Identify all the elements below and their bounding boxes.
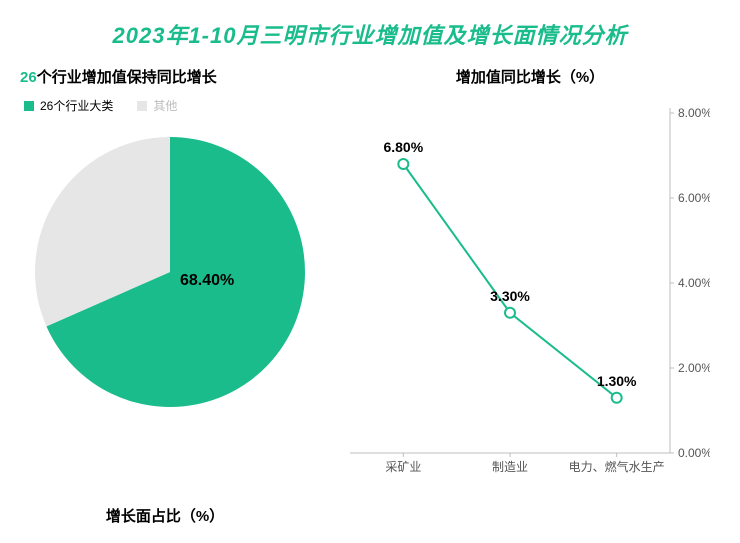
svg-text:制造业: 制造业 [492, 460, 528, 474]
svg-text:0.00%: 0.00% [678, 446, 710, 460]
pie-legend: 26个行业大类 其他 [20, 97, 340, 114]
svg-text:3.30%: 3.30% [490, 288, 530, 304]
svg-text:6.00%: 6.00% [678, 191, 710, 205]
legend-label: 26个行业大类 [40, 97, 113, 114]
pie-panel: 26个行业增加值保持同比增长 26个行业大类 其他 68.40% 增长面占比（%… [20, 66, 340, 526]
legend-item: 其他 [137, 97, 177, 114]
svg-text:采矿业: 采矿业 [385, 460, 421, 474]
pie-wrap: 68.40% [30, 132, 310, 412]
legend-swatch-1 [137, 101, 147, 111]
line-panel: 增加值同比增长（%） 0.00% 2.00% 4.00% 6.00% 8.00% 6.80… [340, 66, 720, 526]
pie-data-label: 68.40% [180, 272, 234, 290]
line-chart: 0.00% 2.00% 4.00% 6.00% 8.00% 6.80% 采矿业 3.30% 制造… [340, 93, 710, 493]
svg-text:电力、燃气水生产: 电力、燃气水生产 [569, 459, 665, 474]
pie-subtitle: 26个行业增加值保持同比增长 [20, 66, 340, 87]
pie-subtitle-number: 26 [20, 69, 37, 86]
legend-swatch-0 [24, 101, 34, 111]
line-title: 增加值同比增长（%） [340, 66, 720, 87]
svg-text:2.00%: 2.00% [678, 361, 710, 375]
pie-subtitle-text: 个行业增加值保持同比增长 [37, 69, 217, 86]
svg-text:1.30%: 1.30% [597, 373, 637, 389]
pie-chart [30, 132, 310, 412]
content-row: 26个行业增加值保持同比增长 26个行业大类 其他 68.40% 增长面占比（%… [20, 66, 720, 526]
legend-item: 26个行业大类 [24, 97, 113, 114]
svg-text:8.00%: 8.00% [678, 106, 710, 120]
line-chart-wrap: 0.00% 2.00% 4.00% 6.00% 8.00% 6.80% 采矿业 3.30% 制造… [340, 93, 720, 493]
legend-label: 其他 [153, 97, 177, 114]
pie-caption: 增长面占比（%） [20, 505, 310, 526]
svg-text:6.80%: 6.80% [383, 139, 423, 155]
chart-container: 2023年1-10月三明市行业增加值及增长面情况分析 26个行业增加值保持同比增… [0, 0, 740, 543]
svg-text:4.00%: 4.00% [678, 276, 710, 290]
main-title: 2023年1-10月三明市行业增加值及增长面情况分析 [20, 18, 720, 50]
